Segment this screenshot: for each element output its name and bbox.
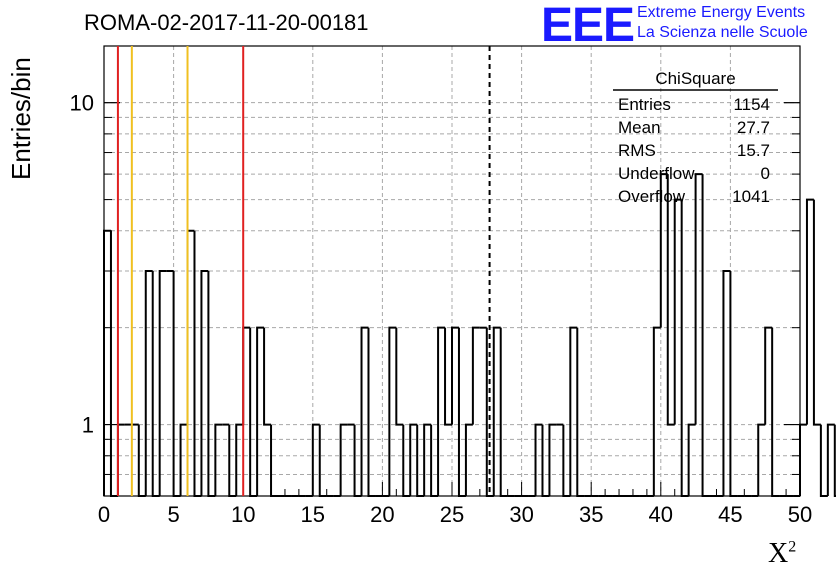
histogram-bin <box>819 424 828 497</box>
stats-row-value: 0 <box>761 164 770 183</box>
histogram-bin <box>172 271 181 497</box>
histogram-bin <box>548 423 557 496</box>
histogram-bin <box>673 198 682 425</box>
histogram-bin <box>799 423 807 496</box>
histogram-bin <box>151 271 160 497</box>
histogram-bin <box>444 327 452 426</box>
stats-row-label: Mean <box>618 118 661 137</box>
histogram-bin <box>256 326 265 496</box>
histogram-bin <box>235 423 244 496</box>
histogram-bin <box>437 326 446 496</box>
stats-row-value: 1041 <box>732 187 770 206</box>
histogram-bin <box>757 423 766 496</box>
histogram-bin <box>179 423 188 496</box>
x-tick-label: 20 <box>370 502 394 527</box>
histogram-bin <box>541 424 550 497</box>
stats-title: ChiSquare <box>655 69 735 88</box>
histogram-bin <box>430 424 439 497</box>
histogram-bin <box>826 423 835 496</box>
histogram-bin <box>562 424 571 497</box>
histogram-bin <box>409 423 418 496</box>
x-tick-label: 35 <box>579 502 603 527</box>
histogram-bin <box>270 424 278 497</box>
x-tick-label: 0 <box>98 502 110 527</box>
histogram-bin <box>109 230 118 497</box>
histogram-bin <box>395 327 404 426</box>
histogram-bin <box>193 230 202 497</box>
histogram-bin <box>137 424 146 497</box>
histogram-bin <box>680 199 689 497</box>
histogram-bin <box>207 271 216 497</box>
histogram-bin <box>339 423 348 496</box>
histogram-bin <box>694 173 703 425</box>
histogram-bin <box>471 326 480 425</box>
histogram-bin <box>311 423 320 496</box>
stats-row-value: 1154 <box>733 95 770 114</box>
histogram-bin <box>423 423 432 496</box>
histogram-bin <box>812 199 821 426</box>
histogram-bin <box>116 423 125 496</box>
histogram-bin <box>464 423 473 496</box>
eee-logo: EEE <box>541 0 635 52</box>
x-tick-label: 10 <box>231 502 255 527</box>
histogram-bin <box>451 326 459 425</box>
histogram-bin <box>416 424 425 497</box>
histogram-bin <box>701 174 710 497</box>
histogram-bin <box>729 271 738 497</box>
stats-row-label: Overflow <box>618 187 686 206</box>
stats-row-value: 15.7 <box>737 141 770 160</box>
histogram-bin <box>367 327 376 497</box>
histogram-bin <box>666 174 675 426</box>
histogram-bin <box>158 270 167 496</box>
histogram-bin <box>402 424 411 497</box>
logo-line-1: Extreme Energy Events <box>637 4 806 21</box>
histogram-bin <box>263 327 272 426</box>
x-axis-label: X2 <box>768 538 797 569</box>
stats-row-label: Underflow <box>618 164 695 183</box>
histogram-bin <box>457 327 466 497</box>
histogram-bin <box>249 327 258 497</box>
x-tick-label: 30 <box>509 502 533 527</box>
histogram-bin <box>687 423 696 496</box>
x-tick-label: 25 <box>440 502 464 527</box>
histogram-bin <box>228 424 237 497</box>
histogram-bin <box>805 198 814 425</box>
histogram-bin <box>318 424 327 497</box>
x-tick-label: 15 <box>301 502 325 527</box>
histogram-bin <box>388 326 397 496</box>
x-tick-label: 5 <box>167 502 179 527</box>
histogram-bin <box>485 327 494 497</box>
histogram-bin <box>534 423 543 496</box>
y-tick-label: 1 <box>82 413 94 438</box>
histogram-bin <box>499 327 508 497</box>
stats-row-value: 27.7 <box>737 118 770 137</box>
chart-title: ROMA-02-2017-11-20-00181 <box>84 10 369 35</box>
x-tick-label: 40 <box>649 502 673 527</box>
histogram-bin <box>722 270 731 496</box>
y-tick-label: 10 <box>70 91 94 116</box>
histogram-bin <box>569 326 578 496</box>
histogram-bin <box>144 270 153 496</box>
histogram-bin <box>652 326 661 496</box>
histogram-bin <box>659 173 668 328</box>
stats-row-label: RMS <box>618 141 656 160</box>
x-tick-label: 45 <box>718 502 742 527</box>
stats-row-label: Entries <box>618 95 671 114</box>
histogram-bin <box>576 327 585 497</box>
histogram-bin <box>200 270 209 496</box>
histogram-bin <box>353 424 362 497</box>
histogram-bin <box>242 326 251 425</box>
histogram-bin <box>492 326 501 496</box>
histogram-bin <box>360 326 369 496</box>
histogram-bin <box>764 326 773 425</box>
x-tick-label: 50 <box>788 502 812 527</box>
histogram-bin <box>771 327 780 497</box>
histogram-bin <box>833 424 836 497</box>
histogram-bin <box>214 423 223 496</box>
histogram-bin <box>103 229 111 496</box>
logo-line-2: La Scienza nelle Scuole <box>637 24 808 41</box>
